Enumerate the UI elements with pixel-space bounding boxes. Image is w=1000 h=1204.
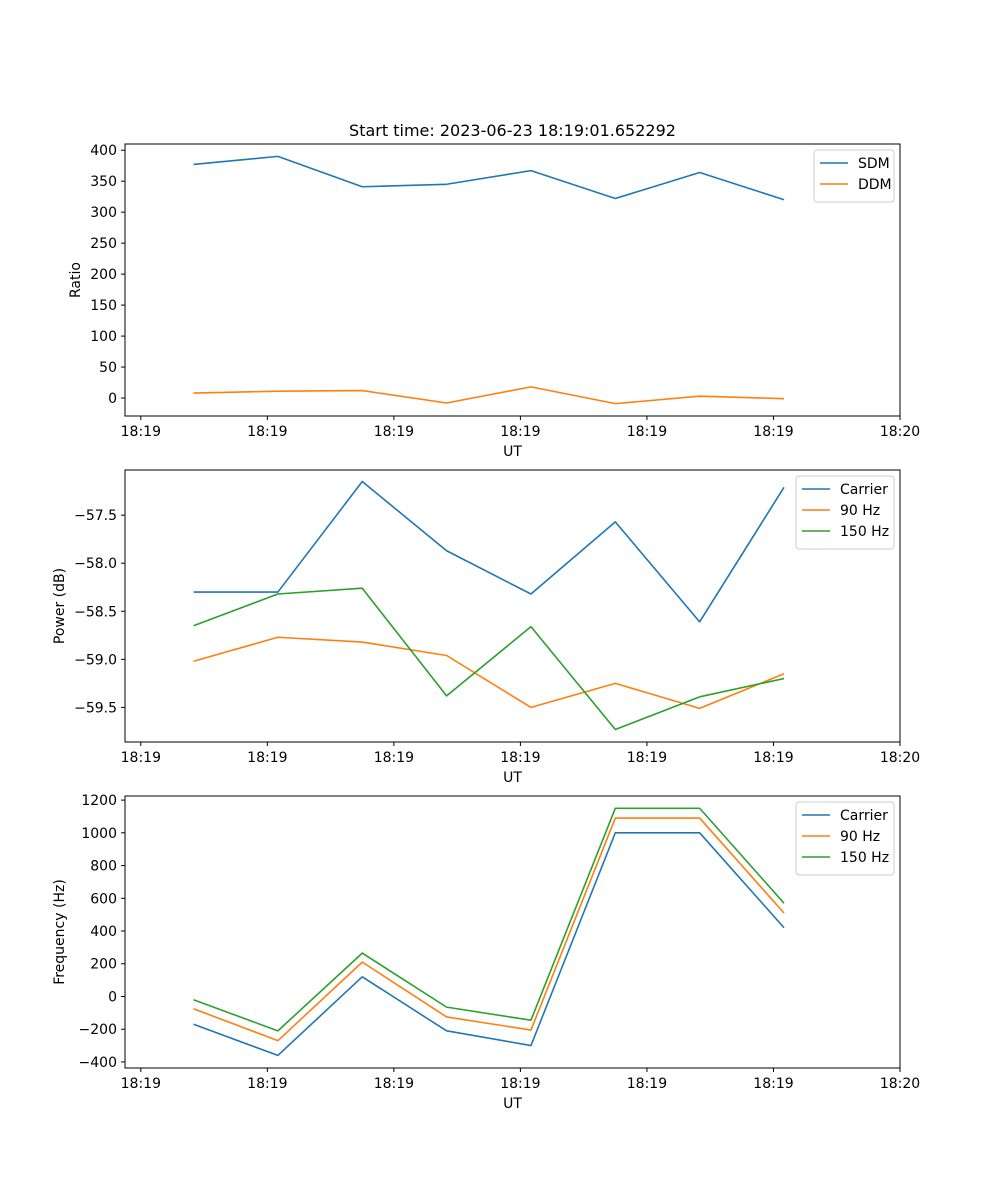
x-tick-label: 18:20 [880, 1076, 920, 1092]
series-line-150-hz [193, 807, 785, 1032]
y-tick-label: 200 [90, 267, 117, 283]
x-tick-label: 18:19 [500, 750, 540, 766]
y-axis-label: Frequency (Hz) [52, 879, 68, 985]
chart-panel-3: 18:19 18:19 18:19 18:19 18:19 18:19 18:20 −400 −… [52, 793, 920, 1112]
chart-panel-1: 18:19 18:19 18:19 18:19 18:19 18:19 18:20 0 50 10… [68, 121, 920, 460]
y-axis-label: Ratio [68, 262, 84, 298]
y-axis-label: Power (dB) [52, 568, 68, 644]
x-tick-label: 18:19 [374, 424, 414, 440]
y-tick-label: −400 [79, 1055, 117, 1071]
x-tick-label: 18:20 [880, 424, 920, 440]
x-axis-label: UT [503, 1096, 522, 1112]
legend-label: 150 Hz [840, 524, 889, 540]
legend-label: 90 Hz [840, 503, 880, 519]
x-tick-label: 18:19 [753, 424, 793, 440]
y-tick-label: 100 [90, 329, 117, 345]
x-axis-label: UT [503, 770, 522, 786]
plot-frame [124, 795, 901, 1069]
legend-label: Carrier [840, 482, 888, 498]
y-tick-label: 300 [90, 205, 117, 221]
x-tick-label: 18:19 [500, 424, 540, 440]
legend: SDM DDM [813, 149, 895, 203]
series-line-ddm [193, 386, 785, 405]
y-tick-label: 1200 [81, 793, 117, 809]
legend: Carrier 90 Hz 150 Hz [795, 475, 895, 550]
x-tick-label: 18:19 [121, 1076, 161, 1092]
series-line-sdm [193, 155, 785, 201]
x-tick-label: 18:19 [374, 1076, 414, 1092]
y-tick-label: −58.5 [74, 604, 117, 620]
chart-panel-2: 18:19 18:19 18:19 18:19 18:19 18:19 18:20 −59.5… [52, 469, 920, 786]
y-tick-label: 600 [90, 891, 117, 907]
x-tick-label: 18:19 [121, 750, 161, 766]
y-tick-label: −200 [79, 1022, 117, 1038]
y-tick-label: 150 [90, 298, 117, 314]
series-line-90-hz [193, 636, 785, 710]
y-tick-label: −57.5 [74, 508, 117, 524]
x-tick-label: 18:19 [500, 1076, 540, 1092]
y-tick-label: 250 [90, 236, 117, 252]
series-line-90-hz [193, 817, 785, 1042]
x-tick-label: 18:19 [753, 750, 793, 766]
chart-title: Start time: 2023-06-23 18:19:01.652292 [349, 121, 676, 140]
x-tick-label: 18:19 [627, 424, 667, 440]
y-tick-label: 400 [90, 143, 117, 159]
y-tick-label: 50 [99, 360, 117, 376]
x-axis-label: UT [503, 444, 522, 460]
x-tick-label: 18:20 [880, 750, 920, 766]
y-tick-label: −59.5 [74, 700, 117, 716]
legend: Carrier 90 Hz 150 Hz [795, 801, 895, 876]
y-tick-label: 200 [90, 957, 117, 973]
x-tick-label: 18:19 [247, 424, 287, 440]
x-tick-label: 18:19 [753, 1076, 793, 1092]
y-tick-label: 350 [90, 174, 117, 190]
plot-frame [124, 469, 901, 743]
y-tick-label: −59.0 [74, 652, 117, 668]
x-tick-label: 18:19 [247, 750, 287, 766]
x-tick-label: 18:19 [374, 750, 414, 766]
y-tick-label: 400 [90, 924, 117, 940]
y-tick-label: 1000 [81, 826, 117, 842]
y-tick-label: 0 [108, 989, 117, 1005]
legend-label: 150 Hz [840, 850, 889, 866]
series-line-carrier [193, 832, 785, 1057]
x-tick-label: 18:19 [627, 750, 667, 766]
x-tick-label: 18:19 [247, 1076, 287, 1092]
series-line-150-hz [193, 587, 785, 731]
legend-label: 90 Hz [840, 829, 880, 845]
series-line-carrier [193, 480, 785, 623]
legend-label: Carrier [840, 808, 888, 824]
y-tick-label: 800 [90, 859, 117, 875]
y-tick-label: −58.0 [74, 556, 117, 572]
y-tick-label: 0 [108, 391, 117, 407]
x-tick-label: 18:19 [627, 1076, 667, 1092]
legend-label: DDM [858, 177, 892, 193]
x-tick-label: 18:19 [121, 424, 161, 440]
plot-frame [124, 143, 901, 417]
legend-label: SDM [858, 156, 890, 172]
